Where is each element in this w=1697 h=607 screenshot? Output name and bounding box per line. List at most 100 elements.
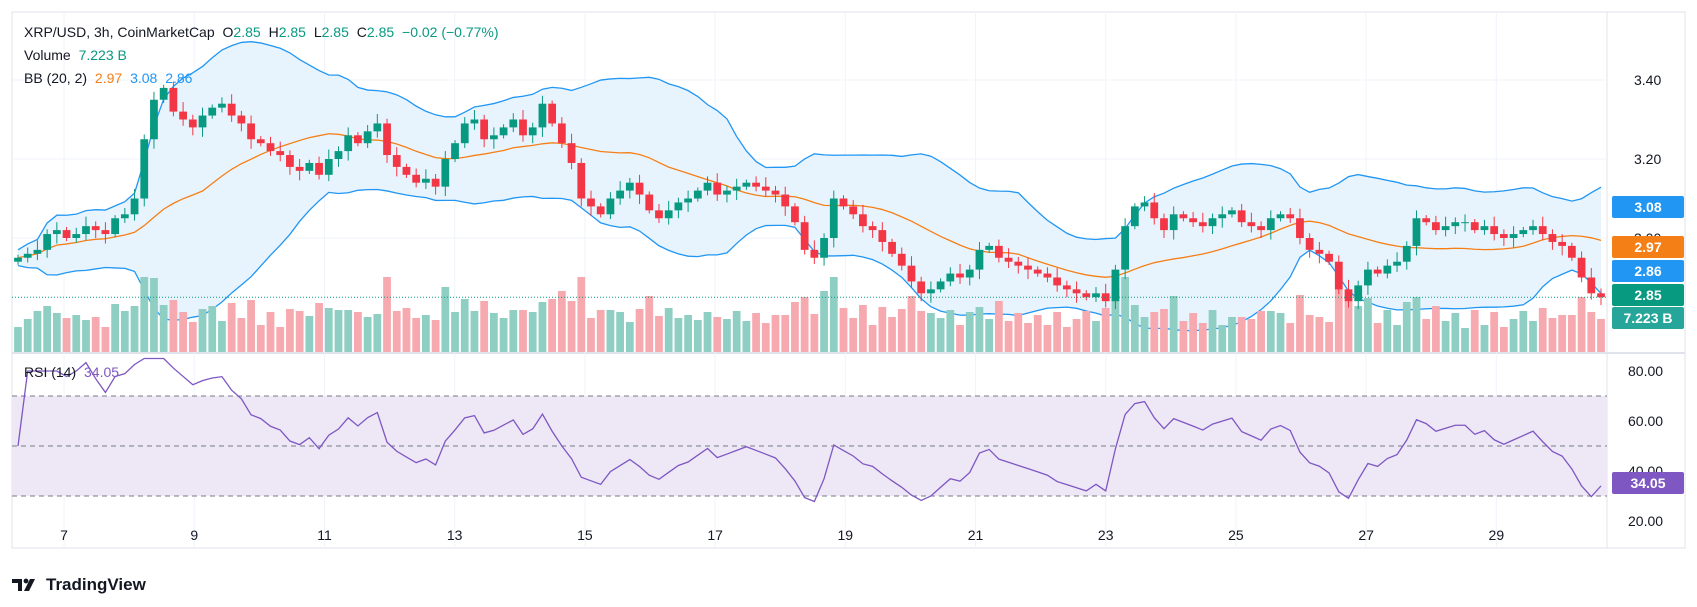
candle-body	[1470, 222, 1479, 231]
candle-body	[849, 206, 858, 215]
volume-bar	[723, 319, 731, 352]
price-tick-label: 3.40	[1634, 72, 1661, 88]
candle	[130, 189, 139, 221]
volume-bar	[208, 306, 217, 352]
candle-body	[761, 186, 770, 191]
bb-fill	[18, 41, 1601, 331]
bb-basis-line	[17, 133, 1602, 278]
candle-body	[150, 99, 158, 140]
volume-bar	[159, 305, 168, 352]
candle-body	[791, 206, 799, 223]
volume-bar	[820, 291, 828, 352]
rsi-label: RSI (14)	[24, 364, 77, 380]
tradingview-logo[interactable]: TradingView	[12, 575, 146, 595]
candle	[1412, 210, 1421, 256]
candle	[616, 181, 625, 205]
candle	[1451, 217, 1460, 235]
candle	[1305, 233, 1314, 258]
candle	[111, 215, 120, 238]
volume-bar	[72, 315, 81, 352]
candle	[470, 110, 479, 130]
candle-body	[120, 214, 129, 219]
candle	[946, 267, 955, 287]
candle-body	[742, 182, 751, 187]
candle	[664, 200, 673, 225]
bb-legend: BB (20, 2) 2.97 3.08 2.86	[24, 70, 196, 86]
candle-body	[227, 103, 236, 116]
candle-body	[1169, 214, 1178, 231]
candle-body	[1587, 277, 1596, 294]
candle-body	[33, 249, 42, 254]
volume-bar	[1092, 321, 1100, 352]
candle	[1470, 219, 1479, 234]
candle	[422, 169, 430, 190]
candle-body	[179, 111, 187, 120]
candle-body	[412, 174, 421, 183]
candle	[1393, 252, 1401, 272]
candle-body	[72, 234, 81, 238]
volume-bar	[1218, 325, 1227, 352]
candle-body	[1334, 261, 1343, 290]
candle-body	[625, 182, 634, 191]
candle-body	[1198, 222, 1207, 227]
volume-bar	[247, 300, 255, 352]
volume-bar	[82, 320, 90, 352]
brand-name: TradingView	[46, 575, 146, 594]
candle	[635, 174, 644, 205]
volume-bar	[1004, 321, 1013, 352]
candle	[519, 110, 527, 142]
candle	[324, 149, 333, 182]
candle-body	[616, 190, 625, 199]
candle-body	[1228, 210, 1236, 215]
candle-body	[674, 202, 683, 211]
volume-bar	[1509, 319, 1518, 352]
candle-body	[917, 281, 926, 294]
candle-body	[557, 123, 566, 144]
candle	[548, 100, 557, 127]
candle-body	[1383, 265, 1392, 274]
candle-body	[23, 253, 32, 258]
candle-body	[868, 226, 877, 231]
time-tick-label: 29	[1489, 527, 1505, 543]
candle-body	[140, 139, 149, 199]
volume-bar	[1101, 308, 1110, 352]
volume-bar	[1111, 288, 1120, 352]
candle	[43, 229, 52, 258]
volume-bar	[276, 327, 285, 352]
candle	[761, 177, 770, 197]
candle	[315, 156, 323, 180]
candle	[480, 114, 489, 148]
volume-bar	[655, 316, 663, 352]
candle-body	[1276, 214, 1285, 219]
volume-bar	[101, 327, 110, 352]
candle	[1062, 280, 1071, 298]
volume-bar	[227, 303, 236, 352]
candle	[752, 176, 760, 192]
volume-bar	[771, 315, 780, 352]
open-value: 2.85	[233, 24, 261, 40]
candle	[1228, 207, 1236, 218]
candle-body	[1325, 253, 1333, 262]
candle-body	[732, 186, 741, 191]
candle	[1402, 241, 1411, 270]
candle	[975, 241, 984, 280]
chart-border	[11, 11, 1686, 549]
bb-basis-tag: 2.97	[1612, 236, 1684, 258]
candle	[451, 140, 459, 163]
candle	[1597, 288, 1605, 306]
volume-bar	[693, 320, 702, 352]
low-value: 2.85	[321, 24, 349, 40]
candle	[528, 122, 537, 144]
candle	[198, 107, 207, 137]
candle	[52, 222, 61, 244]
candle	[655, 204, 663, 223]
rsi-tag: 34.05	[1612, 472, 1684, 494]
price-legend: XRP/USD, 3h, CoinMarketCap O2.85 H2.85 L…	[24, 24, 503, 40]
time-tick-label: 13	[447, 527, 463, 543]
candle	[820, 233, 828, 266]
candle-body	[927, 289, 935, 294]
candle	[82, 216, 90, 241]
volume-bar	[489, 313, 498, 352]
candle	[305, 159, 314, 175]
